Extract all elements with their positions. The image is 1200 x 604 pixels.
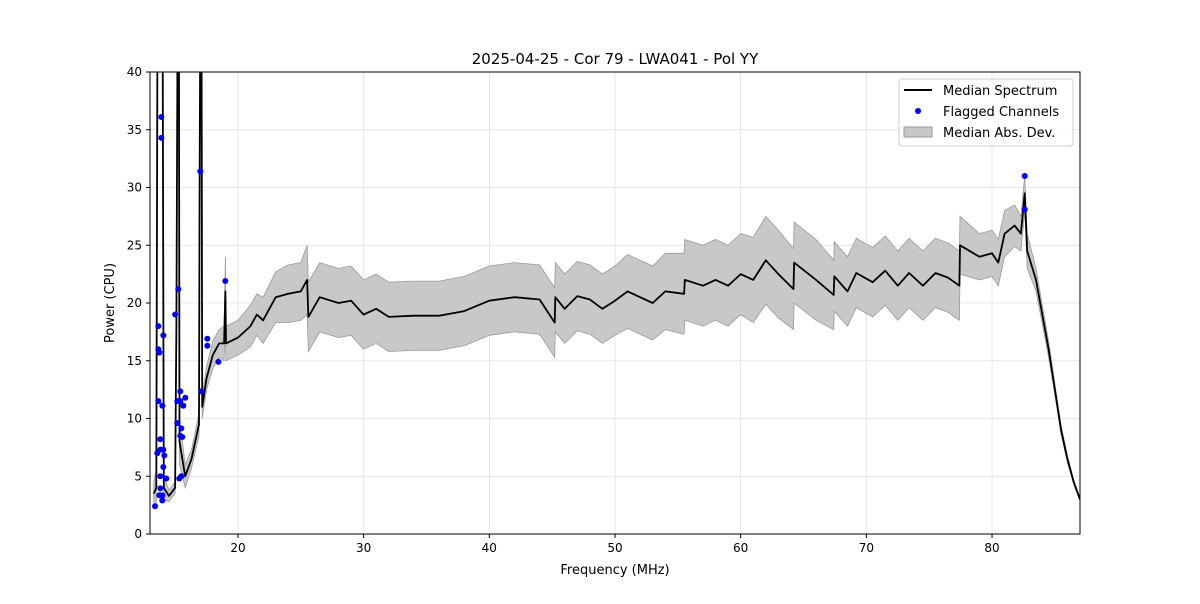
- flagged-channel-point: [160, 446, 167, 453]
- flagged-channel-point: [152, 503, 159, 510]
- y-tick-label: 10: [127, 412, 142, 426]
- flagged-channel-point: [1021, 172, 1028, 179]
- chart-title: 2025-04-25 - Cor 79 - LWA041 - Pol YY: [472, 50, 759, 68]
- x-tick-label: 50: [607, 541, 622, 555]
- y-tick-label: 5: [134, 469, 142, 483]
- y-tick-label: 30: [127, 181, 142, 195]
- flagged-channel-point: [175, 286, 182, 293]
- y-tick-label: 0: [134, 527, 142, 541]
- legend-mad-swatch: [903, 126, 933, 138]
- legend: Median Spectrum Flagged Channels Median …: [898, 78, 1074, 147]
- flagged-channel-point: [177, 388, 184, 395]
- x-tick-label: 60: [733, 541, 748, 555]
- flagged-channel-point: [180, 402, 187, 409]
- flagged-channel-point: [204, 335, 211, 342]
- flagged-channel-point: [163, 475, 170, 482]
- x-tick-label: 80: [984, 541, 999, 555]
- flagged-channel-point: [222, 278, 229, 285]
- x-tick-label: 20: [230, 541, 245, 555]
- x-tick-label: 30: [356, 541, 371, 555]
- flagged-channel-point: [215, 358, 222, 365]
- y-tick-label: 25: [127, 238, 142, 252]
- flagged-channel-point: [155, 323, 162, 330]
- flagged-channel-point: [174, 420, 181, 427]
- y-tick-label: 35: [127, 123, 142, 137]
- axis-ticks: 20 30 40 50 60 70 80 0 5 10 15 20 25 30 35 40: [127, 65, 1000, 555]
- y-tick-label: 20: [127, 296, 142, 310]
- flagged-channel-point: [157, 485, 164, 492]
- flagged-channel-point: [158, 114, 165, 121]
- flagged-channel-point: [160, 332, 167, 339]
- x-tick-label: 70: [859, 541, 874, 555]
- y-tick-label: 15: [127, 354, 142, 368]
- flagged-channel-point: [179, 433, 186, 440]
- flagged-channels: [152, 114, 1028, 510]
- y-axis-label: Power (CPU): [103, 263, 118, 343]
- flagged-channel-point: [159, 492, 166, 499]
- flagged-channel-point: [160, 464, 167, 471]
- flagged-channel-point: [158, 134, 165, 141]
- legend-flagged-label: Flagged Channels: [943, 105, 1059, 120]
- flagged-channel-point: [156, 349, 163, 356]
- flagged-channel-point: [182, 394, 189, 401]
- flagged-channel-point: [157, 473, 164, 480]
- legend-box: [898, 78, 1074, 147]
- legend-mad-label: Median Abs. Dev.: [943, 126, 1055, 141]
- median-spectrum-line: [152, 72, 1080, 500]
- flagged-channel-point: [198, 388, 205, 395]
- median-abs-dev-band: [153, 72, 1080, 506]
- flagged-channel-point: [197, 168, 204, 175]
- flagged-channel-point: [157, 436, 164, 443]
- flagged-channel-point: [172, 311, 179, 318]
- flagged-channel-point: [177, 398, 184, 405]
- y-tick-label: 40: [127, 65, 142, 79]
- flagged-channel-point: [204, 342, 211, 349]
- flagged-channel-point: [159, 402, 166, 409]
- flagged-channel-point: [178, 425, 185, 432]
- x-tick-label: 40: [482, 541, 497, 555]
- flagged-channel-point: [161, 452, 168, 459]
- flagged-channel-point: [176, 475, 183, 482]
- legend-flagged-swatch: [915, 108, 921, 114]
- x-axis-label: Frequency (MHz): [560, 563, 669, 578]
- flagged-channel-point: [1021, 206, 1028, 213]
- flagged-channel-point: [159, 497, 166, 504]
- flagged-channel-point: [155, 398, 162, 405]
- legend-median-label: Median Spectrum: [943, 84, 1057, 99]
